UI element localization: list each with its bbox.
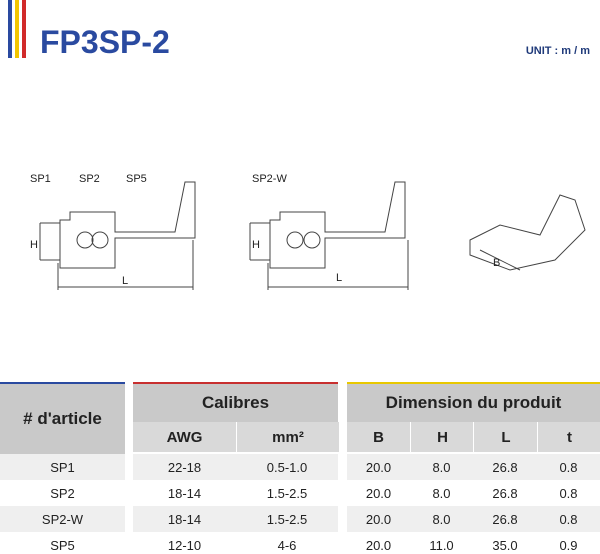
table-cell: 20.0 xyxy=(347,480,410,507)
table-cell: 0.8 xyxy=(537,506,600,533)
table-cell: 8.0 xyxy=(410,454,473,481)
table-cell: 8.0 xyxy=(410,506,473,533)
table-cell: 1.5-2.5 xyxy=(236,480,338,507)
dim: B xyxy=(493,257,500,269)
table-cell: 1.5-2.5 xyxy=(236,506,338,533)
table-cell: SP1 xyxy=(0,454,125,481)
table-cell: 8.0 xyxy=(410,480,473,507)
column-header: B xyxy=(347,422,410,452)
stripe xyxy=(8,0,12,58)
table-cell: SP2-W xyxy=(0,506,125,533)
dim: L xyxy=(336,272,342,284)
title: FP3SP-2 xyxy=(40,24,170,60)
label: SP5 xyxy=(126,173,147,185)
label: SP2-W xyxy=(252,173,287,185)
dim: L xyxy=(122,275,128,287)
table-cell: 26.8 xyxy=(473,454,537,481)
table-cell: SP5 xyxy=(0,532,125,554)
table-cell: 20.0 xyxy=(347,454,410,481)
stripe xyxy=(15,0,19,58)
table-cell: 26.8 xyxy=(473,506,537,533)
table-cell: 11.0 xyxy=(410,532,473,554)
table-cell: 0.8 xyxy=(537,480,600,507)
table: # d'article Calibres Dimension du produit A… xyxy=(0,380,600,554)
table-cell: 22-18 xyxy=(133,454,236,481)
stripe xyxy=(22,0,26,58)
column-header: AWG xyxy=(133,422,236,452)
label: SP1 xyxy=(30,173,51,185)
table-cell: 0.9 xyxy=(537,532,600,554)
label: SP2 xyxy=(79,173,100,185)
column-header: L xyxy=(473,422,538,452)
table-cell: 26.8 xyxy=(473,480,537,507)
group-header: Dimension du produit xyxy=(347,382,600,422)
unit: UNIT : m / m xyxy=(525,45,590,57)
table-cell: 20.0 xyxy=(347,532,410,554)
column-header: H xyxy=(410,422,474,452)
table-cell: 18-14 xyxy=(133,480,236,507)
table-cell: 35.0 xyxy=(473,532,537,554)
table-cell: 4-6 xyxy=(236,532,338,554)
column-header: t xyxy=(537,422,600,452)
group-header: Calibres xyxy=(133,382,338,422)
table-cell: 0.5-1.0 xyxy=(236,454,338,481)
table-cell: SP2 xyxy=(0,480,125,507)
column-header: mm² xyxy=(236,422,339,452)
dim: H xyxy=(252,239,260,251)
table-cell: 12-10 xyxy=(133,532,236,554)
table-cell: 20.0 xyxy=(347,506,410,533)
table-cell: 18-14 xyxy=(133,506,236,533)
table-cell: 0.8 xyxy=(537,454,600,481)
dim: H xyxy=(30,239,38,251)
drawings: SP1 SP2 SP5 SP2-W H L H L B xyxy=(30,173,586,290)
group-header: # d'article xyxy=(0,382,125,454)
